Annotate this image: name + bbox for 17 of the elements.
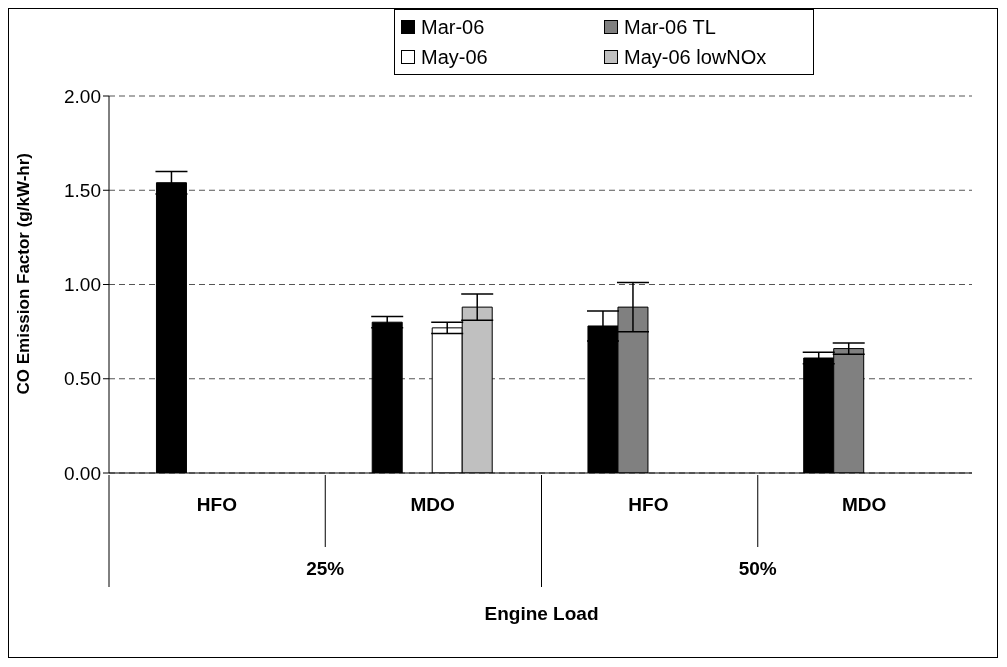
y-tick-label: 1.00 <box>64 274 101 296</box>
y-tick-label: 2.00 <box>64 85 101 107</box>
y-tick-label: 0.00 <box>64 462 101 484</box>
y-tick-label: 1.50 <box>64 179 101 201</box>
x-tick-label: HFO <box>628 494 669 515</box>
x-tick-label: MDO <box>841 494 887 515</box>
legend-label: May-06 <box>420 44 489 70</box>
y-axis-title: CO Emission Factor (g/kW-hr) <box>14 153 34 395</box>
text: 50% <box>737 558 778 580</box>
x-tick-label: HFO <box>196 494 237 515</box>
legend-label: Mar-06 TL <box>623 14 717 40</box>
x-axis-title: Engine Load <box>483 603 600 625</box>
text: 25% <box>305 558 346 580</box>
legend-label: Mar-06 <box>420 14 486 40</box>
legend-label: May-06 lowNOx <box>623 44 768 70</box>
x-tick-label: MDO <box>410 494 455 515</box>
y-tick-label: 0.50 <box>64 368 101 390</box>
